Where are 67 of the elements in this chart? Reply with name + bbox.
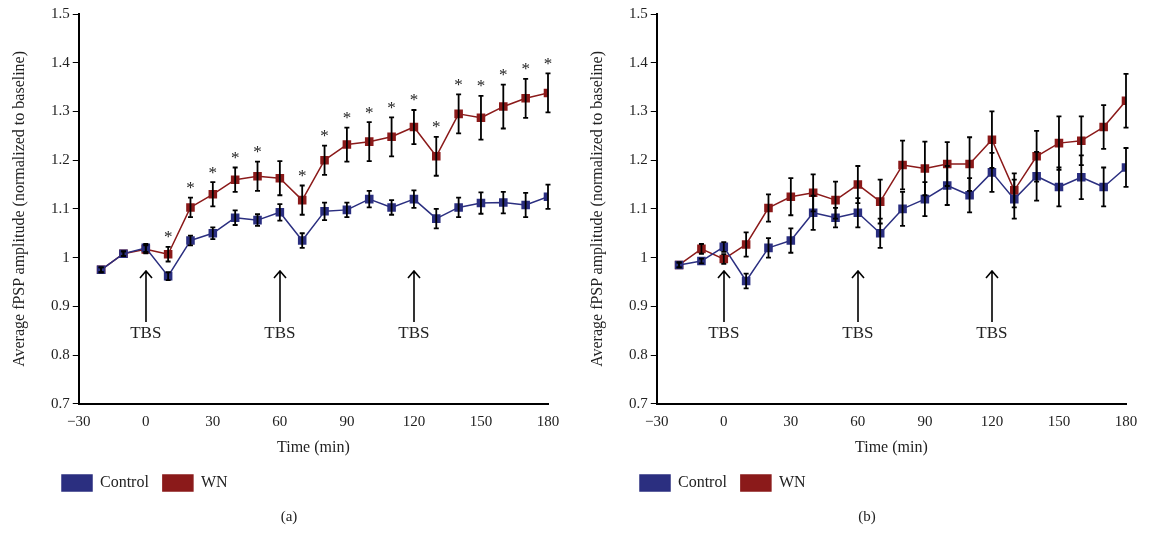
x-tick-label: 150 xyxy=(469,412,493,429)
y-tick-label: 1.4 xyxy=(629,53,649,70)
annotation: * xyxy=(320,126,329,146)
y-tick-label: 0.8 xyxy=(629,346,648,363)
annotation: * xyxy=(432,117,441,137)
x-axis-title: Time (min) xyxy=(855,437,928,456)
x-tick-label: 60 xyxy=(850,412,866,429)
y-tick-label: 1.1 xyxy=(629,199,648,216)
x-tick-label: 180 xyxy=(536,412,560,429)
x-tick-label: 30 xyxy=(783,412,799,429)
annotation: * xyxy=(499,65,508,85)
legend-label: WN xyxy=(200,473,228,491)
y-tick-label: 1.5 xyxy=(51,4,70,21)
x-tick-label: 180 xyxy=(1114,412,1138,429)
y-tick-label: 1 xyxy=(62,248,70,265)
annotation: * xyxy=(409,90,419,110)
x-tick-label: 120 xyxy=(402,412,426,429)
x-tick-label: 90 xyxy=(339,412,355,429)
legend-label: Control xyxy=(678,473,728,491)
legend-label: Control xyxy=(100,473,150,491)
annotation: * xyxy=(364,102,374,122)
y-tick-label: 1.5 xyxy=(629,4,648,21)
annotation: * xyxy=(208,162,218,182)
annotation: * xyxy=(543,53,553,73)
x-tick-label: 120 xyxy=(980,412,1004,429)
annotation: * xyxy=(186,178,195,198)
x-tick-label: 0 xyxy=(142,412,150,429)
x-tick-label: 90 xyxy=(917,412,933,429)
annotation: * xyxy=(297,165,307,185)
annotation: TBS xyxy=(398,323,430,343)
x-axis-title: Time (min) xyxy=(277,437,350,456)
annotation: * xyxy=(253,142,262,162)
x-tick-label: 30 xyxy=(205,412,221,429)
y-tick-label: 0.8 xyxy=(51,346,70,363)
text: (b) xyxy=(857,508,877,525)
annotation: * xyxy=(521,59,530,79)
x-tick-label: 60 xyxy=(272,412,288,429)
annotation: * xyxy=(476,76,486,96)
annotation: * xyxy=(163,227,173,247)
annotation: * xyxy=(454,74,463,94)
text: (a) xyxy=(279,508,299,525)
y-tick-label: 1.2 xyxy=(629,151,648,168)
y-tick-label: 0.9 xyxy=(51,297,70,314)
annotation: TBS xyxy=(842,323,874,343)
y-tick-label: 1.3 xyxy=(51,102,70,119)
y-axis-title: Average fPSP amplitude (normalized to baseline) xyxy=(588,50,607,367)
annotation: TBS xyxy=(130,323,162,343)
y-axis-title: Average fPSP amplitude (normalized to baseline) xyxy=(10,50,29,367)
y-tick-label: 0.9 xyxy=(629,297,648,314)
legend-label: WN xyxy=(778,473,806,491)
annotation: * xyxy=(387,97,396,117)
y-tick-label: 1.4 xyxy=(51,53,71,70)
x-tick-label: 150 xyxy=(1047,412,1071,429)
y-tick-label: 0.7 xyxy=(51,394,71,411)
y-tick-label: 1.1 xyxy=(51,199,70,216)
y-tick-label: 1.2 xyxy=(51,151,70,168)
y-tick-label: 0.7 xyxy=(629,394,649,411)
x-tick-label: −30 xyxy=(645,412,669,429)
annotation: TBS xyxy=(264,323,296,343)
annotation: TBS xyxy=(708,323,740,343)
x-tick-label: 0 xyxy=(720,412,728,429)
x-tick-label: −30 xyxy=(67,412,91,429)
annotation: * xyxy=(230,147,240,167)
annotation: * xyxy=(342,108,352,127)
y-tick-label: 1.3 xyxy=(629,102,648,119)
y-tick-label: 1 xyxy=(640,248,648,265)
annotation: TBS xyxy=(976,323,1008,343)
